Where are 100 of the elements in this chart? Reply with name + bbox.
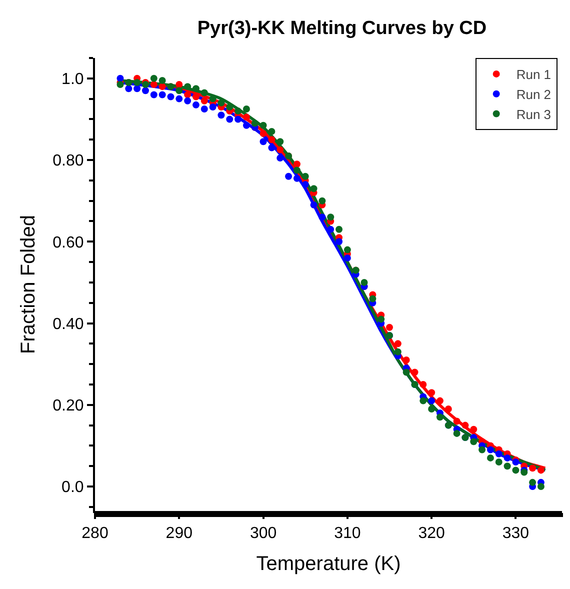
point: [344, 246, 351, 254]
point: [276, 146, 284, 154]
point: [184, 97, 192, 104]
x-axis-title: Temperature (K): [256, 553, 401, 576]
point: [209, 103, 216, 110]
point: [310, 185, 318, 192]
point: [276, 154, 284, 162]
point: [411, 368, 418, 376]
point: [444, 405, 452, 412]
point: [158, 83, 166, 90]
point: [470, 438, 478, 446]
point: [478, 446, 486, 454]
point: [192, 85, 200, 92]
point: [293, 166, 300, 174]
point: [310, 201, 318, 208]
point: [420, 397, 427, 404]
point: [495, 450, 502, 458]
point: [200, 89, 208, 96]
point: [176, 81, 183, 88]
point: [344, 254, 351, 262]
point: [386, 324, 393, 331]
point: [529, 464, 536, 472]
point: [200, 97, 208, 104]
chart-title: Pyr(3)-KK Melting Curves by CD: [197, 18, 487, 39]
point: [150, 74, 158, 82]
x-tick-label: 280: [82, 525, 108, 542]
x-tick-label: 290: [166, 525, 193, 542]
point: [537, 466, 544, 474]
point: [512, 466, 520, 474]
point: [209, 95, 216, 102]
point: [420, 380, 427, 388]
point: [394, 340, 402, 348]
y-axis-title: Fraction Folded: [18, 215, 40, 354]
point: [327, 214, 334, 221]
point: [360, 278, 368, 286]
point: [512, 458, 520, 466]
y-tick-label: 0.0: [62, 479, 84, 496]
point: [504, 462, 511, 470]
x-tick-label: 330: [502, 525, 530, 542]
y-tick-label: 0.60: [52, 234, 84, 252]
point: [251, 120, 258, 127]
y-tick-label: 0.80: [52, 152, 84, 170]
point: [268, 136, 276, 144]
point: [486, 454, 494, 462]
point: [116, 74, 124, 82]
point: [276, 138, 284, 146]
point: [150, 81, 158, 88]
point: [242, 106, 250, 113]
point: [436, 414, 444, 421]
point: [302, 181, 309, 188]
point: [134, 78, 141, 86]
x-tick-label: 310: [334, 525, 361, 542]
point: [428, 405, 436, 412]
point: [192, 93, 200, 100]
point: [402, 356, 410, 364]
point: [293, 160, 300, 168]
point: [192, 101, 200, 108]
point: [453, 430, 460, 437]
point: [200, 106, 208, 113]
point: [529, 478, 536, 486]
point: [142, 81, 149, 88]
point: [462, 422, 469, 429]
point: [470, 426, 478, 433]
y-tick-label: 1.0: [62, 71, 84, 88]
point: [336, 238, 343, 246]
point: [268, 128, 276, 135]
point: [293, 174, 300, 182]
point: [176, 87, 183, 94]
point: [378, 316, 385, 323]
point: [116, 81, 124, 88]
point: [242, 122, 250, 129]
point: [184, 83, 192, 90]
point: [184, 91, 192, 98]
point: [537, 483, 544, 490]
legend-label: Run 1: [516, 67, 552, 82]
x-tick-label: 300: [250, 525, 277, 542]
point: [218, 99, 225, 106]
point: [226, 116, 234, 123]
point: [234, 116, 242, 123]
point: [242, 114, 250, 121]
point: [495, 458, 502, 466]
point: [158, 91, 166, 98]
point: [327, 226, 334, 233]
point: [234, 108, 242, 115]
point: [158, 76, 166, 84]
point: [176, 95, 183, 102]
legend-label: Run 2: [516, 86, 552, 102]
point: [285, 172, 292, 180]
point: [436, 397, 444, 404]
point: [428, 389, 436, 396]
point: [453, 418, 460, 425]
x-tick-label: 320: [418, 525, 446, 542]
point: [402, 368, 410, 376]
y-tick-label: 0.20: [52, 397, 84, 414]
point: [218, 112, 225, 119]
point: [125, 85, 132, 92]
point: [142, 87, 149, 94]
point: [260, 122, 267, 129]
point: [428, 397, 436, 404]
point: [486, 446, 494, 454]
